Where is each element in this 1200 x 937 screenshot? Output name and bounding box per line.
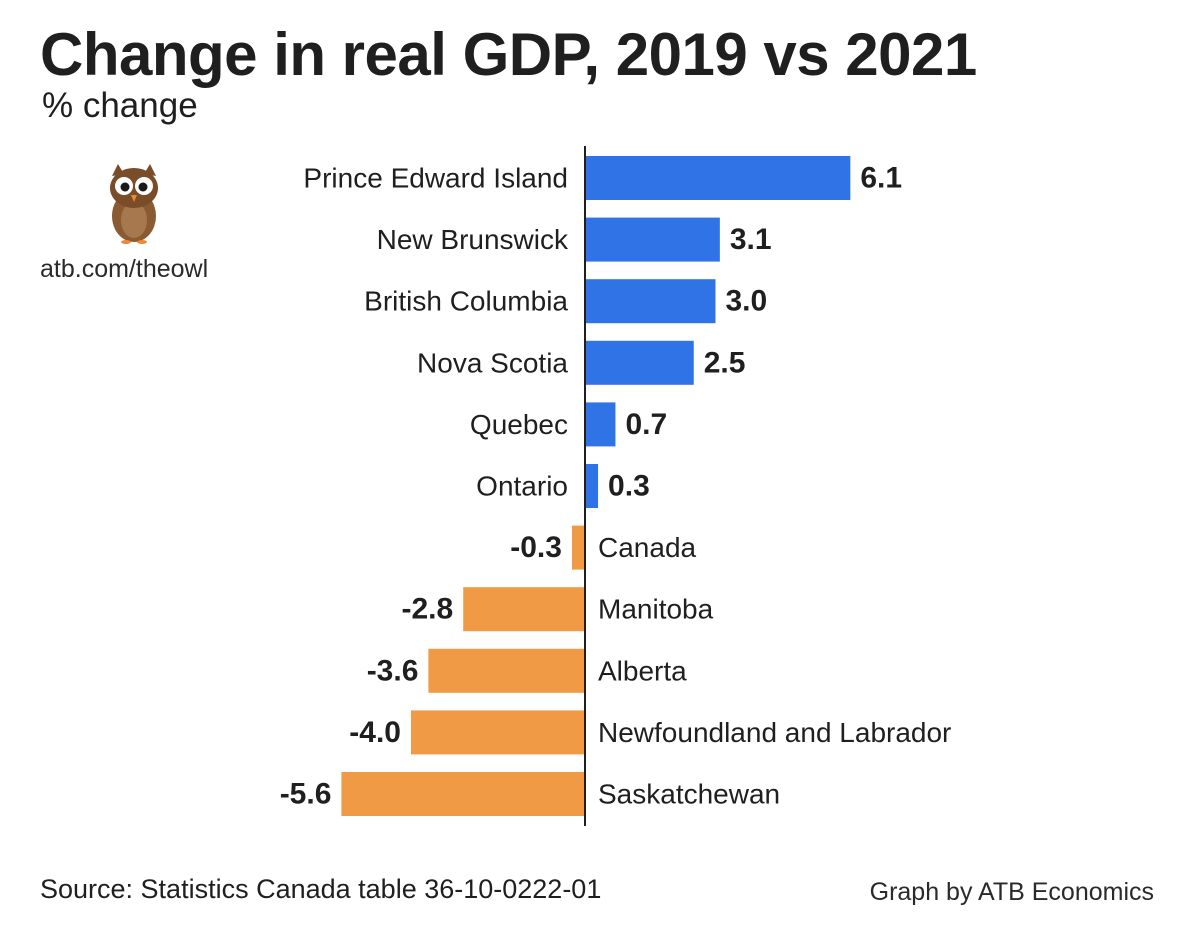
value-label-quebec: 0.7 [625, 408, 667, 441]
value-label-alberta: -3.6 [367, 654, 419, 687]
bar-british-columbia [585, 279, 716, 324]
bar-alberta [428, 648, 585, 693]
bar-newfoundland-and-labrador [411, 710, 585, 755]
value-label-new-brunswick: 3.1 [730, 223, 772, 256]
category-label-alberta: Alberta [598, 655, 687, 686]
bar-quebec [585, 402, 616, 447]
category-label-prince-edward-island: Prince Edward Island [303, 163, 568, 194]
bar-canada [571, 525, 585, 570]
value-label-manitoba: -2.8 [401, 593, 453, 626]
value-label-prince-edward-island: 6.1 [860, 162, 902, 195]
category-label-quebec: Quebec [470, 409, 568, 440]
bar-manitoba [463, 587, 585, 632]
category-label-nova-scotia: Nova Scotia [417, 347, 568, 378]
owl-icon [110, 164, 158, 244]
value-label-british-columbia: 3.0 [726, 285, 768, 318]
value-label-ontario: 0.3 [608, 470, 650, 503]
value-label-nova-scotia: 2.5 [704, 346, 746, 379]
chart-subtitle: % change [42, 86, 198, 125]
category-label-saskatchewan: Saskatchewan [598, 779, 780, 810]
bar-ontario [585, 464, 599, 508]
category-label-new-brunswick: New Brunswick [377, 224, 569, 255]
chart-title: Change in real GDP, 2019 vs 2021 [40, 21, 977, 88]
category-label-canada: Canada [598, 532, 697, 563]
category-label-ontario: Ontario [476, 471, 568, 502]
bar-nova-scotia [585, 340, 694, 385]
bar-prince-edward-island [585, 156, 851, 200]
value-label-canada: -0.3 [510, 531, 562, 564]
source-note: Source: Statistics Canada table 36-10-02… [40, 874, 602, 904]
graph-credit: Graph by ATB Economics [869, 878, 1154, 906]
value-label-newfoundland-and-labrador: -4.0 [349, 716, 401, 749]
bar-saskatchewan [341, 772, 585, 816]
value-label-saskatchewan: -5.6 [280, 778, 332, 811]
owl-url[interactable]: atb.com/theowl [40, 255, 209, 283]
category-label-british-columbia: British Columbia [364, 286, 568, 317]
bar-new-brunswick [585, 217, 720, 262]
category-label-manitoba: Manitoba [598, 594, 714, 625]
category-label-newfoundland-and-labrador: Newfoundland and Labrador [598, 717, 951, 748]
